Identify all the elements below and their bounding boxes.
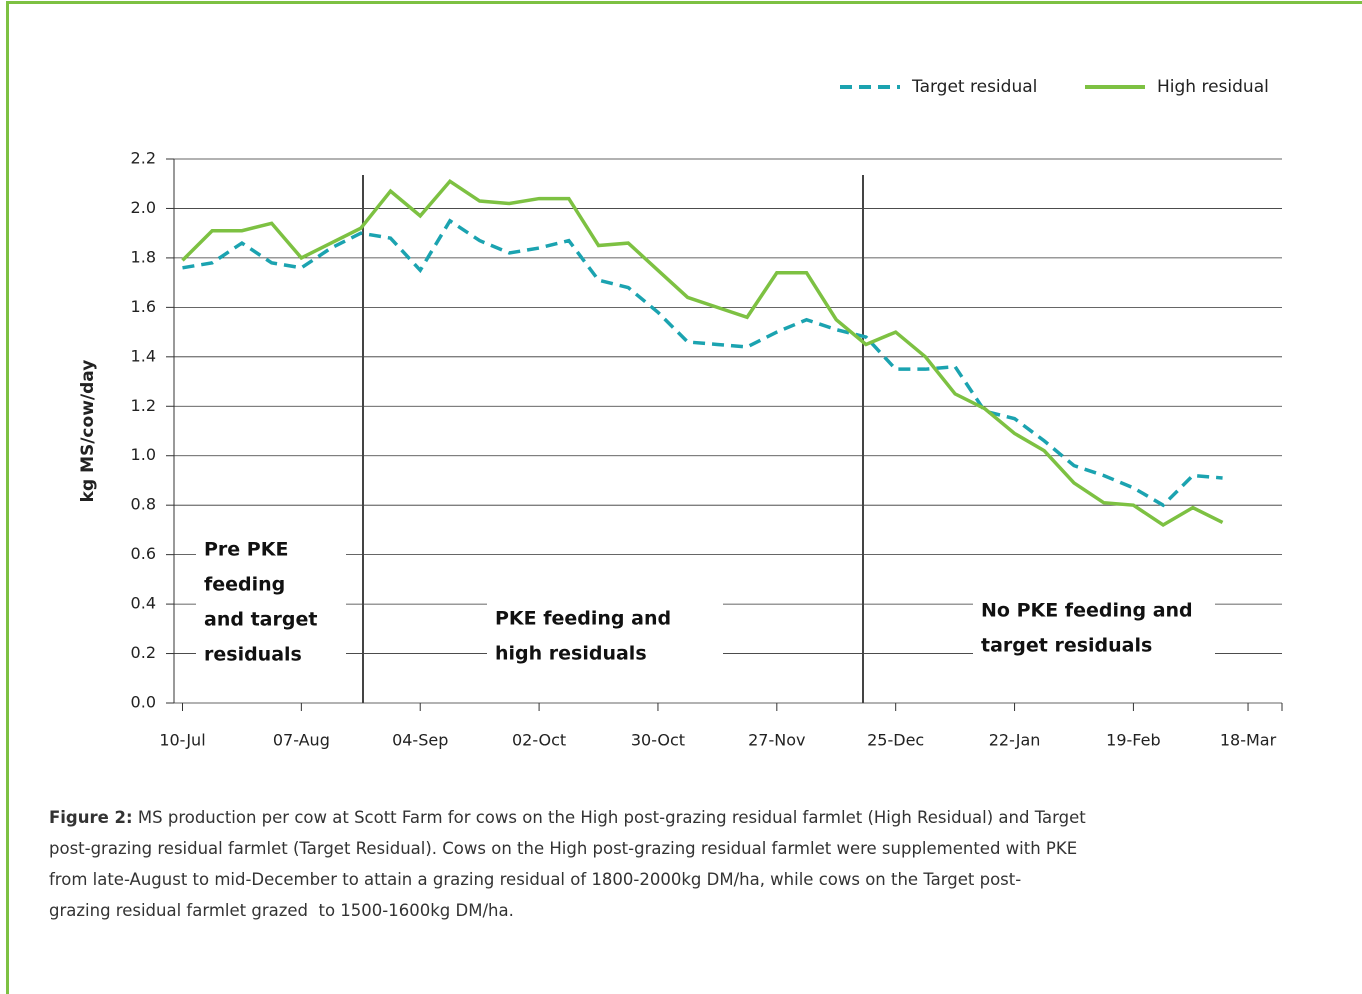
frame [6, 1, 1362, 994]
x-tick-label: 27-Nov [748, 731, 805, 750]
y-tick-label: 0.0 [131, 693, 156, 712]
y-tick-label: 1.6 [131, 297, 156, 316]
x-tick-label: 30-Oct [631, 731, 685, 750]
legend-label: Target residual [911, 77, 1037, 97]
x-tick-label: 19-Feb [1106, 731, 1160, 750]
x-tick-label: 25-Dec [867, 731, 924, 750]
x-tick-label: 02-Oct [512, 731, 566, 750]
annotation: Pre PKE [204, 539, 288, 561]
annotation-bg [973, 591, 1215, 667]
y-tick-label: 1.0 [131, 445, 156, 464]
annotation-bg [487, 599, 723, 675]
annotation: residuals [204, 644, 302, 666]
y-tick-label: 1.2 [131, 396, 156, 415]
x-tick-label: 04-Sep [392, 731, 448, 750]
annotation: and target [204, 609, 317, 631]
annotation: target residuals [981, 635, 1152, 657]
series-line [181, 178, 1224, 528]
series-line [182, 218, 1223, 508]
y-tick-label: 0.6 [131, 544, 156, 563]
caption-label: Figure 2: [49, 808, 133, 827]
x-tick-label: 18-Mar [1220, 731, 1277, 750]
y-tick-label: 2.2 [131, 149, 156, 168]
annotation: No PKE feeding and [981, 600, 1193, 622]
caption-line: post-grazing residual farmlet (Target Re… [49, 839, 1078, 858]
annotation: feeding [204, 574, 285, 596]
x-tick-label: 10-Jul [159, 731, 205, 750]
x-tick-label: 22-Jan [989, 731, 1041, 750]
caption-line: from late-August to mid-December to atta… [49, 870, 1022, 889]
annotation: PKE feeding and [495, 608, 671, 630]
caption-line: grazing residual farmlet grazed to 1500-… [49, 901, 514, 920]
chart: kg MS/cow/day 0.0 0.2 0.4 0.6 0.8 1.0 1.2 1.4 1.… [78, 77, 1283, 750]
caption: Figure 2: MS production per cow at Scott… [49, 802, 1086, 926]
caption-line: MS production per cow at Scott Farm for … [132, 808, 1086, 827]
y-tick-label: 2.0 [131, 198, 156, 217]
y-tick-label: 0.8 [131, 495, 156, 514]
y-axis-label: kg MS/cow/day [78, 360, 98, 503]
y-tick-label: 1.4 [131, 346, 156, 365]
legend-label: High residual [1157, 77, 1269, 97]
y-tick-label: 0.4 [131, 594, 156, 613]
annotation: high residuals [495, 643, 647, 665]
y-tick-label: 0.2 [131, 643, 156, 662]
annotation-bg [196, 530, 346, 676]
x-tick-label: 07-Aug [273, 731, 330, 750]
y-tick-label: 1.8 [131, 247, 156, 266]
